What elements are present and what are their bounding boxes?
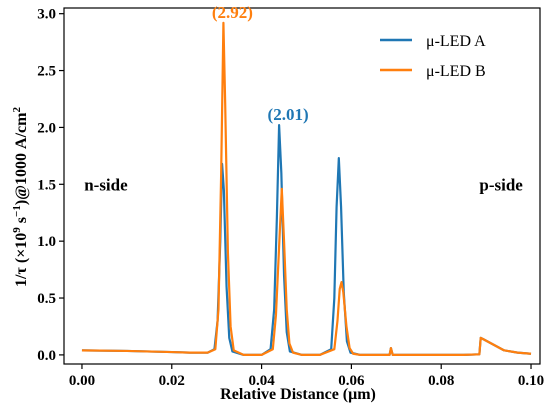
- region-label: p-side: [479, 175, 523, 194]
- x-axis-label: Relative Distance (μm): [220, 386, 376, 403]
- x-tick-label: 0.04: [248, 373, 275, 389]
- series-line-b: [81, 21, 532, 356]
- legend-entry: μ-LED A: [426, 33, 486, 50]
- y-tick-label: 2.0: [37, 120, 56, 136]
- region-label: n-side: [84, 175, 128, 194]
- peak-value-label: (2.01): [268, 105, 309, 124]
- region-labels: n-side p-side: [84, 175, 523, 194]
- plot-frame: [63, 7, 541, 365]
- x-tick-label: 0.02: [159, 373, 185, 389]
- x-tick-label: 0.06: [338, 373, 365, 389]
- y-axis-ticks: 0.0 0.5 1.0 1.5 2.0 2.5 3.0: [37, 7, 64, 364]
- x-tick-label: 0.10: [518, 373, 544, 389]
- y-tick-label: 0.5: [37, 291, 56, 307]
- y-tick-label: 3.0: [37, 7, 56, 23]
- y-label-sup-2: −1: [11, 205, 23, 217]
- x-tick-label: 0.00: [69, 373, 95, 389]
- legend-entry: μ-LED B: [426, 63, 486, 80]
- y-label-sup-3: 2: [11, 107, 23, 113]
- x-axis-ticks: 0.00 0.02 0.04 0.06 0.08 0.10: [69, 364, 544, 389]
- x-tick-label: 0.08: [428, 373, 454, 389]
- y-tick-label: 1.5: [37, 177, 56, 193]
- peak-value-label: (2.92): [212, 3, 253, 22]
- series-layer: [81, 21, 532, 356]
- y-axis-label: 1/τ (×109 s−1)@1000 A/cm2: [11, 107, 30, 287]
- plot-border: [63, 7, 541, 365]
- y-label-part-3: )@1000 A/cm: [13, 112, 30, 205]
- y-label-part-2: s: [13, 217, 30, 227]
- legend: μ-LED A μ-LED B: [380, 33, 486, 80]
- y-tick-label: 2.5: [37, 64, 56, 80]
- y-label-sup-1: 9: [11, 227, 23, 233]
- y-tick-label: 0.0: [37, 348, 56, 364]
- annotations: (2.92) (2.01): [212, 3, 309, 124]
- y-label-part-1: 1/τ (×10: [13, 233, 30, 287]
- y-tick-label: 1.0: [37, 234, 56, 250]
